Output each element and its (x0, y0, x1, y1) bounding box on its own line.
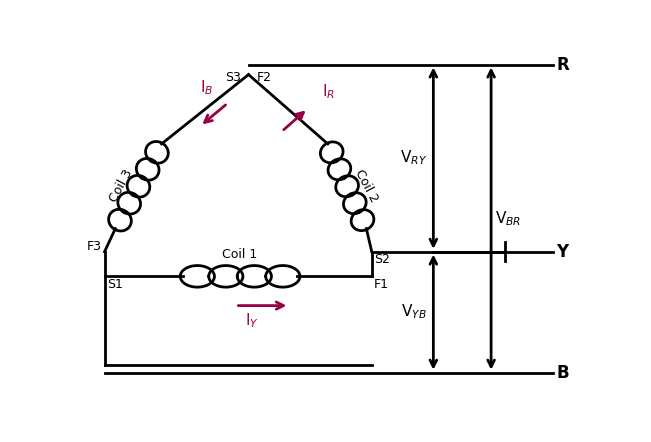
Text: Coil 3: Coil 3 (107, 168, 135, 205)
Text: F3: F3 (87, 240, 102, 253)
Text: Coil 1: Coil 1 (223, 248, 258, 261)
Text: F2: F2 (256, 71, 271, 84)
Text: Y: Y (557, 243, 569, 261)
Text: S2: S2 (374, 253, 390, 266)
Text: B: B (557, 364, 569, 381)
Text: V$_{YB}$: V$_{YB}$ (402, 302, 427, 321)
Text: Coil 2: Coil 2 (352, 168, 380, 205)
Text: S3: S3 (225, 71, 241, 84)
Text: I$_B$: I$_B$ (200, 78, 213, 97)
Text: V$_{BR}$: V$_{BR}$ (495, 209, 521, 228)
Text: R: R (557, 56, 570, 73)
Text: I$_R$: I$_R$ (322, 82, 335, 101)
Text: I$_Y$: I$_Y$ (245, 312, 259, 331)
Text: F1: F1 (374, 278, 389, 291)
Text: S1: S1 (107, 278, 123, 291)
Text: V$_{RY}$: V$_{RY}$ (400, 149, 427, 167)
